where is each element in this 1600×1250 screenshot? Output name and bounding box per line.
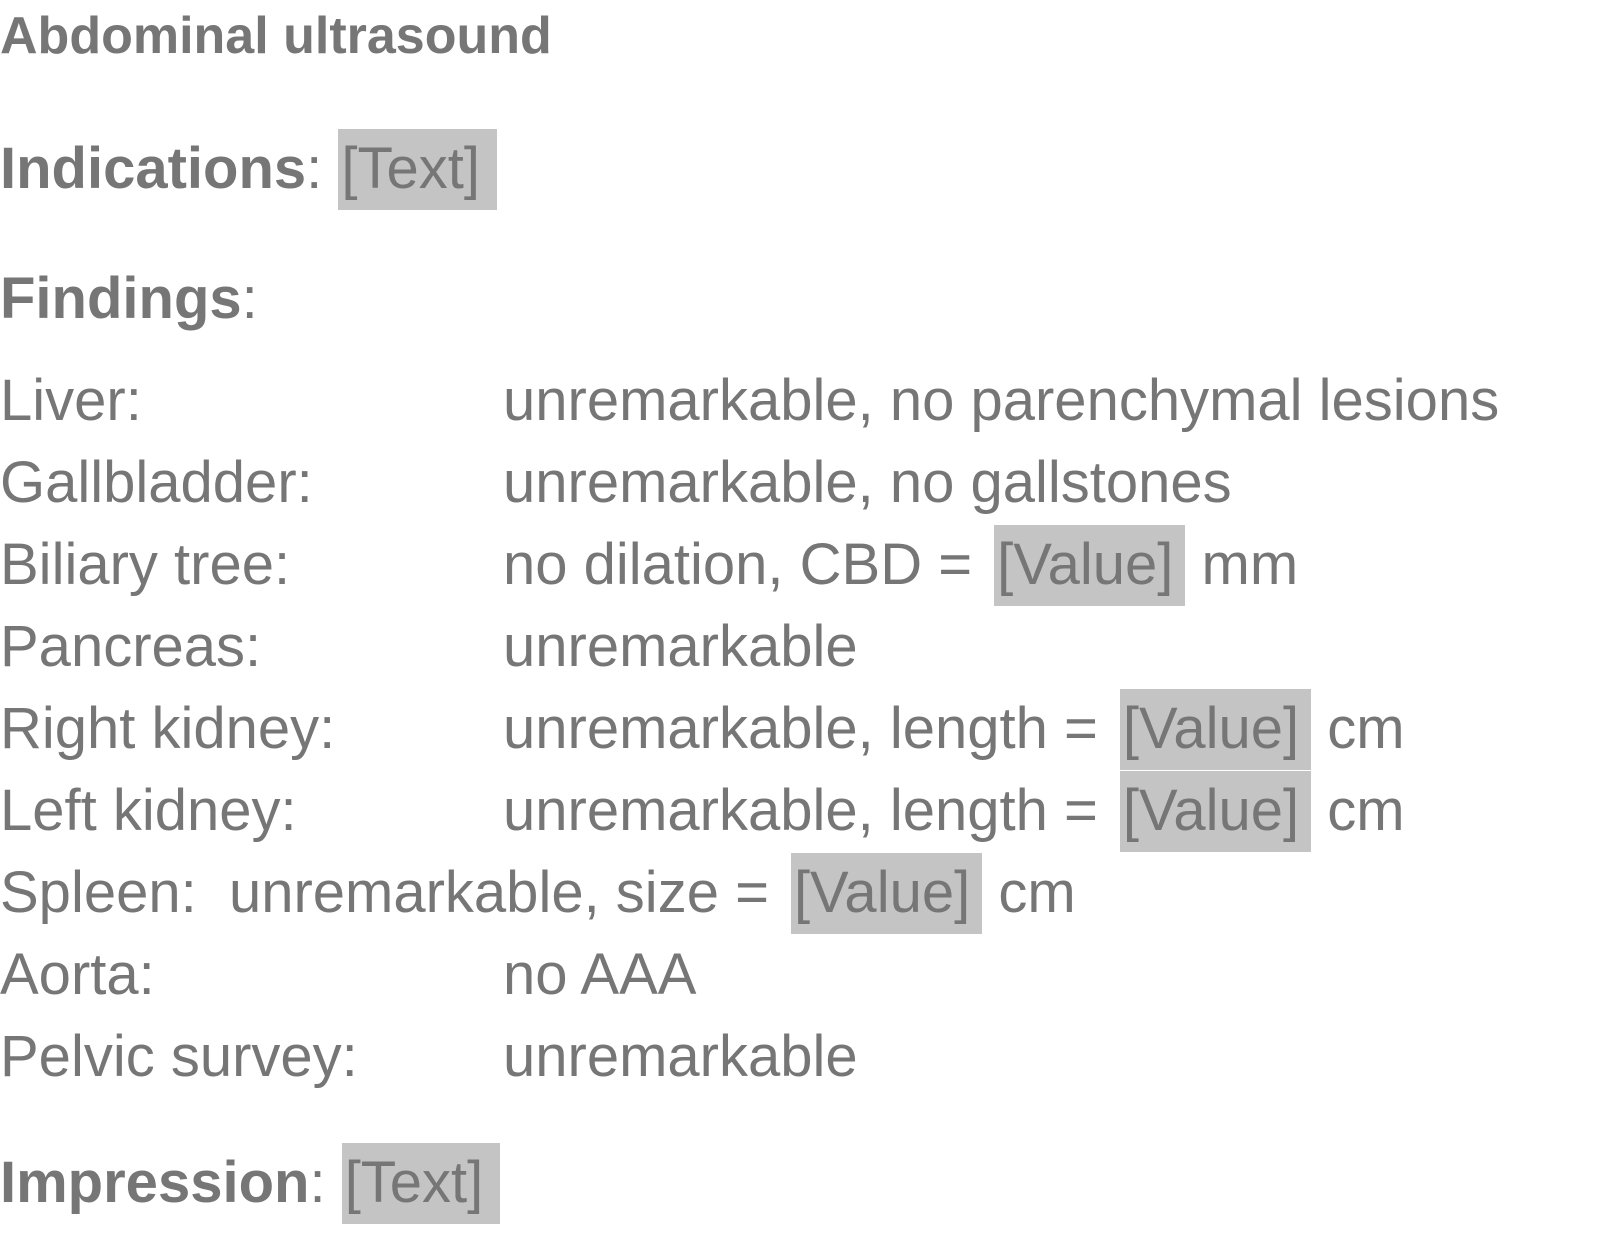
impression-label: Impression [0,1150,310,1215]
finding-value-text: unremarkable, length = [503,696,1098,761]
finding-value: unremarkable, no gallstones [503,450,1232,515]
indications-colon: : [306,136,323,201]
finding-value: no dilation, CBD = [Value] mm [503,525,1298,606]
left-kidney-length-field[interactable]: [Value] [1119,771,1312,852]
unit-label: cm [1327,778,1405,843]
impression-field[interactable]: [Text] [341,1143,501,1224]
finding-label: Pelvic survey: [0,1024,358,1089]
finding-row-biliary-tree: Biliary tree: no dilation, CBD = [Value] … [0,525,1298,606]
right-kidney-length-field[interactable]: [Value] [1119,689,1312,770]
report-title: Abdominal ultrasound [0,7,552,65]
finding-value: unremarkable [503,614,858,679]
findings-colon: : [241,266,258,331]
finding-value: unremarkable, length = [Value] cm [503,771,1405,852]
finding-label: Liver: [0,368,142,433]
unit-label: cm [1327,696,1405,761]
finding-label: Right kidney: [0,696,336,761]
finding-label: Pancreas: [0,614,262,679]
finding-label: Gallbladder: [0,450,313,515]
unit-label: cm [998,860,1076,925]
finding-row-pelvic-survey: Pelvic survey: unremarkable [0,1028,858,1086]
indications-section: Indications: [Text] [0,129,498,210]
finding-row-left-kidney: Left kidney: unremarkable, length = [Valu… [0,771,1405,852]
finding-row-spleen: Spleen: unremarkable, size = [Value] cm [0,853,1076,934]
finding-value-text: no dilation, CBD = [503,532,973,597]
finding-row-right-kidney: Right kidney: unremarkable, length = [Val… [0,689,1405,770]
cbd-value-field[interactable]: [Value] [994,525,1186,606]
finding-value: unremarkable [503,1024,858,1089]
finding-value-text: unremarkable, size = [228,860,769,925]
indications-label: Indications [0,136,307,201]
finding-row-liver: Liver: unremarkable, no parenchymal lesi… [0,372,1499,430]
finding-value: unremarkable, length = [Value] cm [503,689,1405,770]
impression-section: Impression: [Text] [0,1143,501,1224]
finding-row-aorta: Aorta: no AAA [0,946,696,1004]
finding-label: Biliary tree: [0,532,291,597]
finding-label: Left kidney: [0,778,297,843]
indications-field[interactable]: [Text] [338,129,498,210]
findings-section: Findings: [0,270,258,328]
finding-row-pancreas: Pancreas: unremarkable [0,618,858,676]
finding-value-text: unremarkable, length = [503,778,1098,843]
unit-label: mm [1201,532,1299,597]
impression-colon: : [309,1150,326,1215]
findings-label: Findings [0,266,242,331]
spleen-size-field[interactable]: [Value] [790,853,983,934]
finding-label: Spleen: [0,860,197,925]
finding-value: unremarkable, no parenchymal lesions [503,368,1500,433]
finding-row-gallbladder: Gallbladder: unremarkable, no gallstones [0,454,1232,512]
finding-value: no AAA [503,942,697,1007]
finding-label: Aorta: [0,942,155,1007]
